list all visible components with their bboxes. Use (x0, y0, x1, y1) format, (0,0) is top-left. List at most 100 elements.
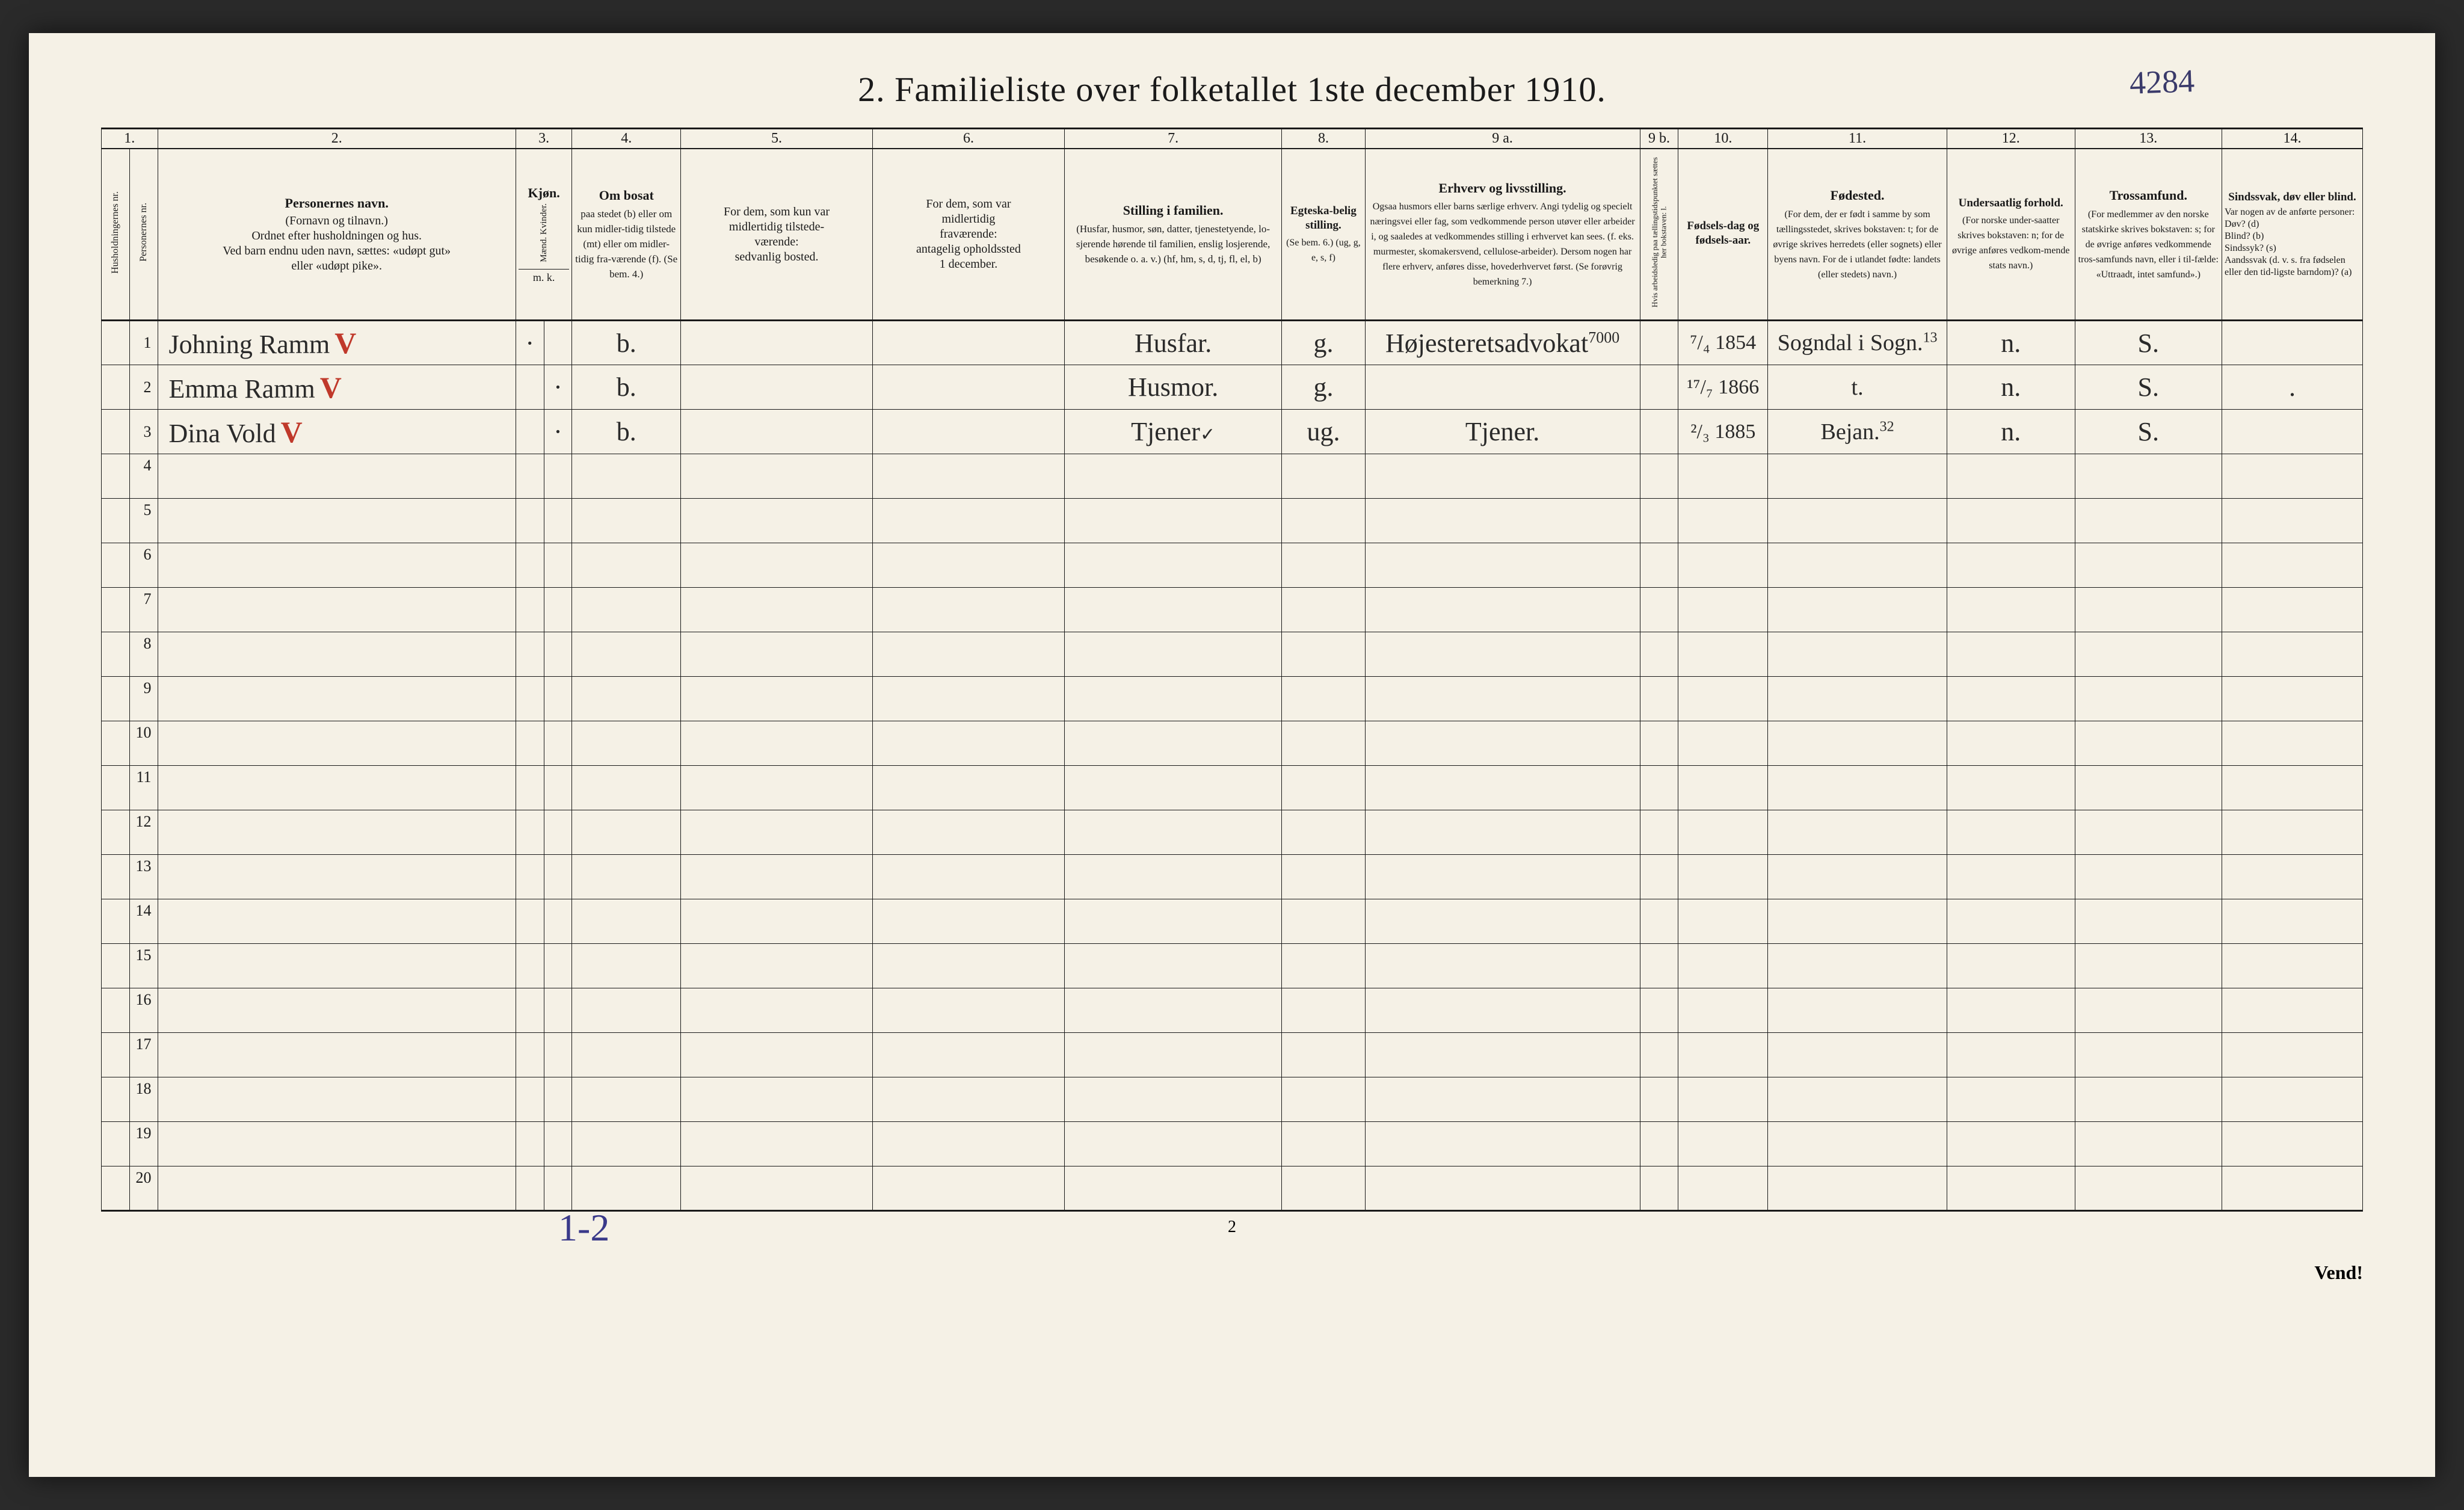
col6 (873, 321, 1065, 365)
empty-cell (681, 677, 873, 721)
empty-cell (1365, 632, 1640, 677)
colnum-3: 3. (516, 129, 572, 149)
trossamfund: S. (2075, 365, 2222, 410)
undersaat: n. (1947, 321, 2075, 365)
empty-cell (2222, 1077, 2363, 1122)
empty-cell (1947, 766, 2075, 810)
empty-cell (2222, 543, 2363, 588)
empty-cell (873, 766, 1065, 810)
empty-cell (1282, 1033, 1365, 1077)
empty-cell (572, 499, 681, 543)
empty-cell (1640, 721, 1678, 766)
empty-cell (2222, 810, 2363, 855)
fodested: Sogndal i Sogn.13 (1768, 321, 1947, 365)
empty-cell (1768, 721, 1947, 766)
data-body: 1 Johning RammV · b. Husfar. g. Højester… (102, 321, 2363, 1211)
empty-cell (544, 454, 572, 499)
empty-cell (1064, 499, 1281, 543)
empty-cell (516, 1166, 544, 1211)
table-row-empty: 6 (102, 543, 2363, 588)
empty-cell (1640, 1166, 1678, 1211)
empty-cell (2075, 766, 2222, 810)
empty-cell (544, 988, 572, 1033)
empty-cell (572, 588, 681, 632)
empty-cell (2075, 454, 2222, 499)
empty-cell (572, 810, 681, 855)
empty-cell (516, 944, 544, 988)
col14 (2222, 410, 2363, 454)
colnum-5: 5. (681, 129, 873, 149)
person-nr: 5 (129, 499, 158, 543)
empty-cell (873, 588, 1065, 632)
empty-cell (572, 1077, 681, 1122)
empty-cell (1947, 543, 2075, 588)
empty-cell (681, 1033, 873, 1077)
empty-cell (1640, 543, 1678, 588)
colnum-13: 13. (2075, 129, 2222, 149)
empty-cell (1678, 944, 1768, 988)
empty-cell (1064, 944, 1281, 988)
census-page: 2. Familieliste over folketallet 1ste de… (29, 33, 2435, 1477)
empty-cell (1365, 588, 1640, 632)
empty-cell (1640, 1077, 1678, 1122)
hushold-nr (102, 365, 130, 410)
colnum-14: 14. (2222, 129, 2363, 149)
table-row-empty: 16 (102, 988, 2363, 1033)
hdr-navn: Personernes navn. (Fornavn og tilnavn.) … (158, 149, 516, 321)
col6 (873, 365, 1065, 410)
empty-cell (516, 1077, 544, 1122)
empty-cell (516, 1122, 544, 1166)
person-nr: 15 (129, 944, 158, 988)
empty-cell (516, 588, 544, 632)
vend-label: Vend! (2314, 1262, 2363, 1284)
person-name: Emma RammV (158, 365, 516, 410)
empty-cell (1064, 588, 1281, 632)
empty-cell (873, 1077, 1065, 1122)
hushold-nr (102, 321, 130, 365)
empty-cell (1640, 988, 1678, 1033)
person-nr: 1 (129, 321, 158, 365)
empty-cell (1064, 810, 1281, 855)
empty-cell (1365, 766, 1640, 810)
empty-cell (1365, 454, 1640, 499)
hushold-nr (102, 588, 130, 632)
empty-cell (681, 810, 873, 855)
empty-cell (1640, 454, 1678, 499)
empty-cell (1282, 1166, 1365, 1211)
stilling: Husfar. (1064, 321, 1281, 365)
col14 (2222, 321, 2363, 365)
fodested: t. (1768, 365, 1947, 410)
empty-cell (516, 988, 544, 1033)
hushold-nr (102, 410, 130, 454)
empty-cell (1768, 632, 1947, 677)
empty-cell (1768, 944, 1947, 988)
kjon-m: · (516, 321, 544, 365)
colnum-8: 8. (1282, 129, 1365, 149)
empty-cell (1768, 588, 1947, 632)
hdr-stilling: Stilling i familien. (Husfar, husmor, sø… (1064, 149, 1281, 321)
empty-cell (1947, 988, 2075, 1033)
trossamfund: S. (2075, 321, 2222, 365)
empty-cell (1678, 721, 1768, 766)
empty-cell (1678, 810, 1768, 855)
hdr-6: For dem, som var midlertidig fraværende:… (873, 149, 1065, 321)
colnum-2: 2. (158, 129, 516, 149)
empty-cell (1768, 766, 1947, 810)
person-nr: 17 (129, 1033, 158, 1077)
empty-cell (544, 721, 572, 766)
empty-cell (873, 988, 1065, 1033)
table-row-empty: 4 (102, 454, 2363, 499)
empty-cell (1365, 1122, 1640, 1166)
empty-cell (2075, 944, 2222, 988)
hushold-nr (102, 677, 130, 721)
kjon-m (516, 365, 544, 410)
empty-cell (2222, 454, 2363, 499)
empty-cell (1064, 721, 1281, 766)
person-nr: 6 (129, 543, 158, 588)
empty-cell (873, 677, 1065, 721)
table-row-empty: 5 (102, 499, 2363, 543)
egteskab: ug. (1282, 410, 1365, 454)
person-nr: 18 (129, 1077, 158, 1122)
empty-cell (516, 454, 544, 499)
table-row-empty: 15 (102, 944, 2363, 988)
